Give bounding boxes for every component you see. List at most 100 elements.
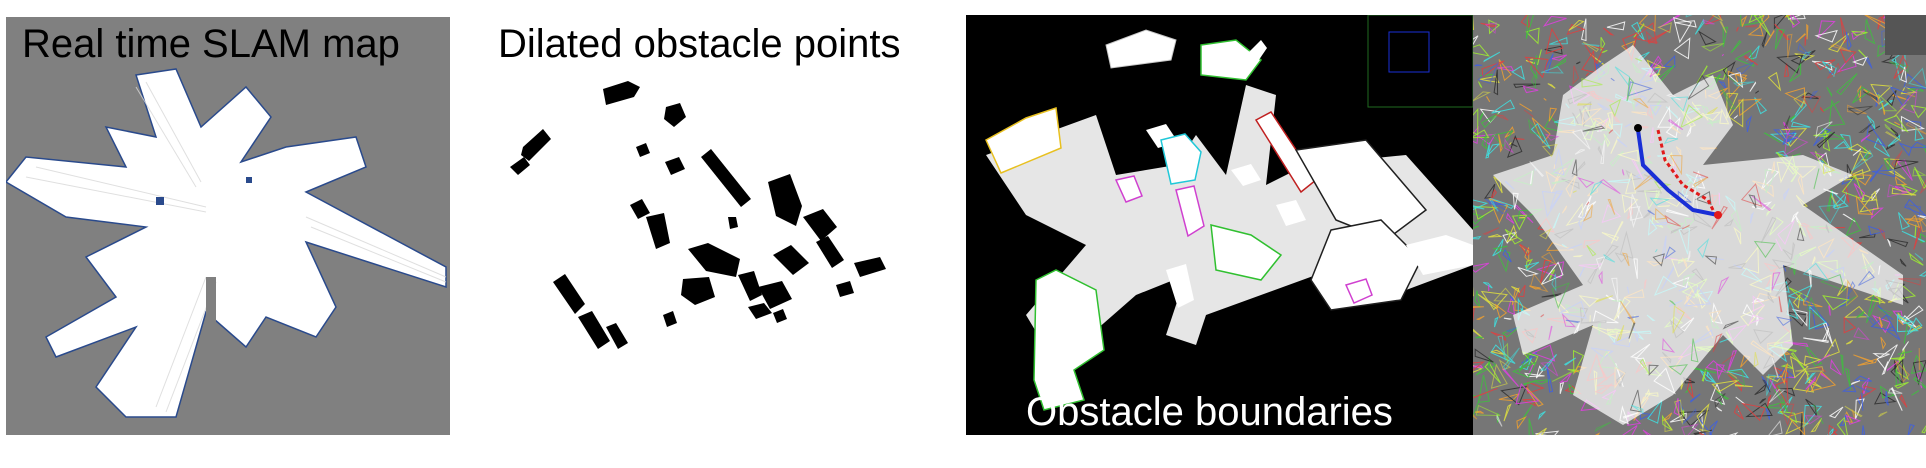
graph-edge: [1473, 205, 1485, 210]
graph-edge: [1594, 295, 1613, 303]
graph-edge: [1473, 213, 1485, 225]
graph-edge: [1528, 363, 1535, 374]
graph-edge: [1795, 33, 1807, 43]
graph-edge: [1474, 64, 1483, 67]
graph-edge: [1517, 284, 1526, 298]
graph-edge: [1687, 250, 1691, 262]
graph-edge: [1503, 317, 1512, 320]
graph-edge: [1647, 209, 1655, 216]
graph-edge: [1810, 302, 1830, 330]
graph-edge: [1709, 420, 1718, 435]
graph-edge: [1721, 53, 1724, 57]
graph-edge: [1761, 30, 1768, 49]
graph-edge: [1680, 104, 1704, 129]
graph-edge: [1779, 410, 1798, 424]
graph-edge: [1674, 399, 1684, 425]
graph-edge: [1517, 266, 1539, 277]
graph-edge: [1670, 96, 1689, 112]
graph-edge: [1662, 337, 1676, 353]
graph-edge: [1754, 383, 1767, 396]
graph-edge: [1524, 372, 1545, 378]
graph-edge: [1632, 98, 1649, 109]
graph-edge: [1506, 212, 1515, 224]
graph-edge: [1734, 49, 1755, 68]
graph-edge: [1510, 143, 1518, 148]
graph-edge: [1473, 15, 1475, 30]
graph-edge: [1669, 154, 1683, 176]
graph-edge: [1780, 363, 1794, 370]
graph-edge: [1475, 336, 1484, 339]
graph-edge: [1539, 361, 1559, 377]
graph-edge: [1559, 381, 1565, 394]
graph-edge: [1900, 66, 1907, 83]
graph-edge: [1603, 27, 1615, 36]
graph-edge: [1712, 333, 1723, 353]
graph-edge: [1581, 78, 1603, 88]
graph-edge: [1681, 224, 1691, 230]
graph-edge: [1877, 308, 1893, 317]
path-alt: [1656, 129, 1715, 211]
graph-edge: [1853, 375, 1872, 382]
graph-edge: [1537, 49, 1542, 66]
graph-edge: [1511, 214, 1528, 231]
graph-edge: [1899, 258, 1907, 267]
graph-edge: [1516, 416, 1527, 430]
graph-edge: [1853, 354, 1874, 363]
graph-edge: [1597, 61, 1603, 66]
graph-edge: [1842, 213, 1857, 223]
graph-edge: [1728, 431, 1739, 435]
graph-edge: [1796, 227, 1805, 242]
graph-edge: [1485, 142, 1491, 159]
graph-edge: [1871, 169, 1896, 178]
dilated-obstacles-panel: [458, 17, 958, 435]
graph-edge: [1503, 403, 1512, 422]
graph-edge: [1589, 180, 1603, 196]
graph-edge: [1805, 387, 1810, 393]
graph-edge: [1901, 230, 1925, 243]
graph-edge: [1791, 121, 1811, 128]
graph-edge: [1833, 430, 1838, 435]
graph-edge: [1546, 364, 1554, 393]
graph-edge: [1504, 228, 1523, 245]
graph-edge: [1887, 238, 1891, 247]
graph-edge: [1483, 281, 1493, 289]
graph-edge: [1907, 423, 1915, 435]
graph-edge: [1905, 121, 1926, 135]
graph-edge: [1551, 369, 1574, 382]
graph-edge: [1741, 402, 1766, 422]
graph-edge: [1810, 370, 1837, 392]
graph-edge: [1765, 407, 1770, 420]
graph-edge: [1894, 381, 1909, 389]
graph-edge: [1771, 272, 1781, 291]
graph-edge: [1473, 235, 1482, 240]
graph-edge: [1912, 168, 1926, 177]
graph-edge: [1735, 61, 1755, 75]
graph-edge: [1716, 364, 1725, 381]
graph-edge: [1674, 20, 1697, 28]
graph-edge: [1616, 325, 1625, 342]
graph-edge: [1858, 270, 1875, 286]
graph-edge: [1861, 392, 1864, 411]
graph-edge: [1861, 425, 1866, 435]
graph-edge: [1704, 255, 1717, 265]
graph-edge: [1840, 17, 1849, 44]
graph-edge: [1913, 226, 1923, 250]
graph-edge: [1906, 214, 1921, 229]
graph-edge: [1659, 15, 1681, 28]
graph-edge: [1901, 184, 1918, 196]
graph-edge: [1548, 107, 1558, 122]
graph-edge: [1551, 282, 1570, 310]
graph-edge: [1477, 293, 1499, 310]
graph-edge: [1494, 114, 1509, 121]
graph-edge: [1783, 63, 1790, 78]
graph-edge: [1816, 131, 1836, 149]
graph-edge: [1802, 262, 1830, 282]
graph-edge: [1540, 251, 1558, 266]
graph-edge: [1853, 183, 1866, 200]
graph-edge: [1581, 43, 1600, 48]
graph-edge: [1766, 376, 1783, 383]
graph-edge: [1786, 33, 1793, 58]
graph-edge: [1648, 364, 1660, 376]
graph-edge: [1672, 305, 1685, 334]
graph-edge: [1502, 342, 1509, 364]
